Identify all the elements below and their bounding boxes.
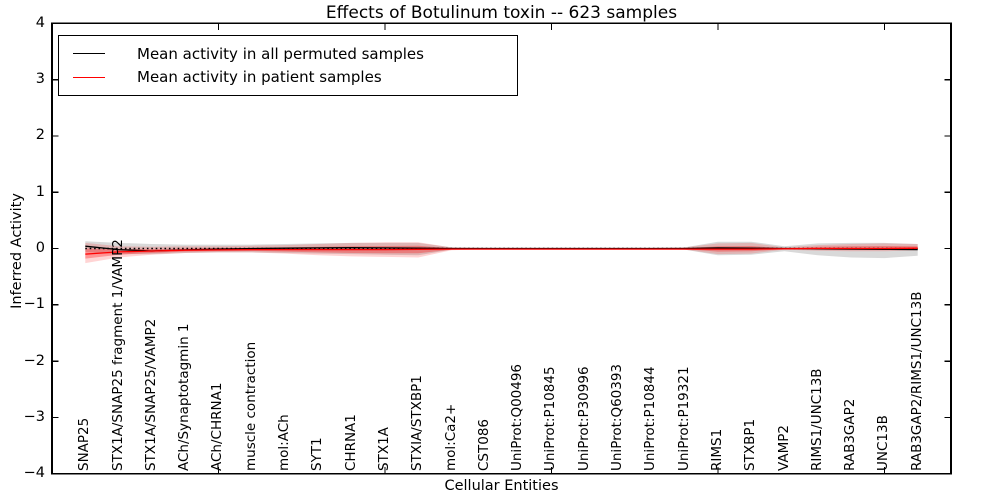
y-tick-label: 4 bbox=[35, 14, 45, 31]
legend-label: Mean activity in all permuted samples bbox=[137, 44, 424, 63]
legend-item-patient: Mean activity in patient samples bbox=[73, 68, 517, 86]
y-tick-label: 0 bbox=[35, 240, 45, 256]
y-tick-label: −3 bbox=[23, 408, 45, 425]
patient-mean-line bbox=[85, 247, 918, 255]
x-category-label: mol:ACh bbox=[276, 414, 293, 472]
x-category-label: RAB3GAP2 bbox=[842, 398, 859, 472]
x-category-label: UniProt:Q00496 bbox=[509, 364, 526, 472]
x-category-label: SNAP25 bbox=[76, 417, 93, 472]
x-axis-label: Cellular Entities bbox=[444, 478, 559, 494]
x-category-label: mol:Ca2+ bbox=[442, 403, 459, 472]
x-category-label: ACh/Synaptotagmin 1 bbox=[176, 323, 193, 472]
x-category-label: UNC13B bbox=[875, 415, 892, 472]
x-category-label: STXBP1 bbox=[742, 419, 759, 472]
legend-line-sample-red bbox=[73, 76, 105, 78]
y-tick-label: 2 bbox=[35, 127, 45, 144]
y-tick-label: 3 bbox=[35, 71, 45, 88]
x-category-label: STX1A bbox=[375, 427, 392, 472]
x-category-label: STX1A/SNAP25 fragment 1/VAMP2 bbox=[109, 239, 126, 472]
x-category-label: UniProt:P30996 bbox=[575, 366, 592, 472]
x-category-label: UniProt:Q60393 bbox=[609, 364, 626, 472]
axis-ticks bbox=[52, 22, 951, 475]
y-tick-label: −4 bbox=[23, 465, 45, 482]
x-category-label: muscle contraction bbox=[242, 342, 259, 472]
y-tick-label: −1 bbox=[23, 296, 45, 313]
x-category-label: SYT1 bbox=[309, 437, 326, 472]
y-tick-label: −2 bbox=[23, 352, 45, 369]
x-category-label: UniProt:P19321 bbox=[675, 366, 692, 472]
y-tick-label: 1 bbox=[35, 183, 45, 200]
x-category-label: STX1A/SNAP25/VAMP2 bbox=[142, 318, 159, 472]
x-category-label: RIMS1 bbox=[708, 429, 725, 472]
permuted-samples-range-band bbox=[85, 241, 918, 259]
x-category-label: RAB3GAP2/RIMS1/UNC13B bbox=[908, 291, 925, 472]
x-category-label: ACh/CHRNA1 bbox=[209, 382, 226, 472]
chart-title: Effects of Botulinum toxin -- 623 sample… bbox=[325, 3, 678, 23]
x-category-label: UniProt:P10845 bbox=[542, 366, 559, 472]
x-category-label: STXIA/STXBP1 bbox=[409, 375, 426, 472]
x-category-label: CST086 bbox=[475, 419, 492, 472]
x-category-label: RIMS1/UNC13B bbox=[808, 368, 825, 472]
legend-label: Mean activity in patient samples bbox=[137, 68, 382, 87]
x-category-label: VAMP2 bbox=[775, 425, 792, 472]
legend-line-sample-black bbox=[73, 53, 105, 55]
x-category-label: CHRNA1 bbox=[342, 414, 359, 472]
legend-item-permuted: Mean activity in all permuted samples bbox=[73, 45, 517, 63]
x-category-label: UniProt:P10844 bbox=[642, 366, 659, 472]
legend: Mean activity in all permuted samples Me… bbox=[58, 35, 518, 96]
